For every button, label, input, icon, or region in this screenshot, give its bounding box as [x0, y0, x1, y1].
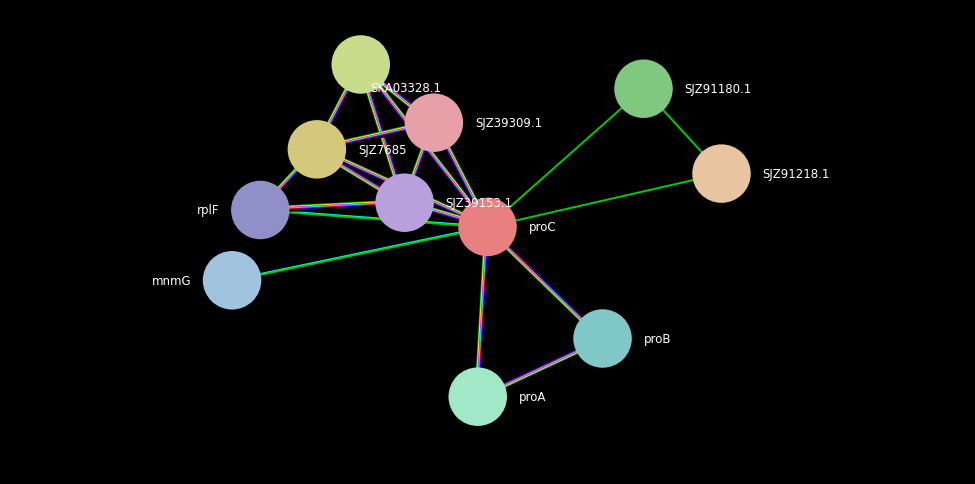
Text: SJZ91180.1: SJZ91180.1: [684, 83, 752, 96]
Text: SJZ7685: SJZ7685: [358, 144, 407, 156]
Ellipse shape: [288, 121, 346, 179]
Text: mnmG: mnmG: [151, 274, 191, 287]
Text: proB: proB: [644, 333, 671, 345]
Ellipse shape: [332, 36, 390, 94]
Ellipse shape: [231, 182, 290, 240]
Text: SJZ39153.1: SJZ39153.1: [446, 197, 513, 210]
Text: SKA03328.1: SKA03328.1: [370, 82, 442, 95]
Ellipse shape: [458, 198, 517, 257]
Ellipse shape: [692, 145, 751, 203]
Text: proA: proA: [519, 391, 546, 403]
Text: SJZ91218.1: SJZ91218.1: [762, 168, 830, 181]
Ellipse shape: [448, 368, 507, 426]
Ellipse shape: [203, 252, 261, 310]
Text: proC: proC: [528, 221, 556, 234]
Text: SJZ39309.1: SJZ39309.1: [475, 117, 542, 130]
Ellipse shape: [573, 310, 632, 368]
Text: rplF: rplF: [197, 204, 219, 217]
Ellipse shape: [375, 174, 434, 232]
Ellipse shape: [405, 94, 463, 152]
Ellipse shape: [614, 60, 673, 119]
